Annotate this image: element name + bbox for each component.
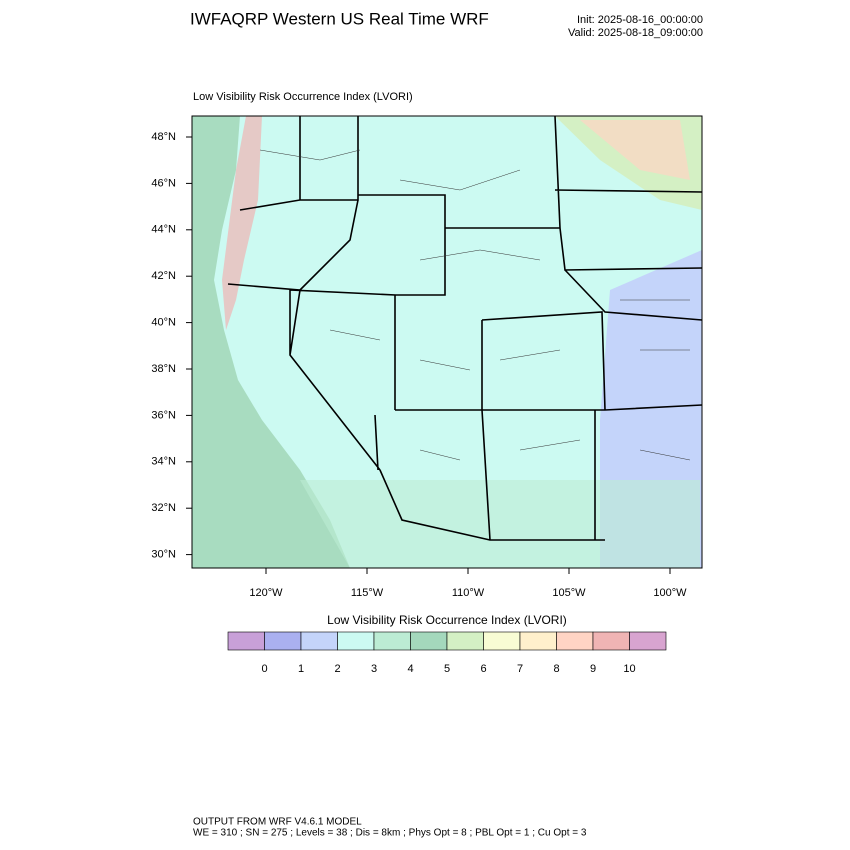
map-frame [191,115,703,569]
colorbar-label: 5 [444,663,450,675]
coast-high [222,116,262,330]
lon-label: 110°W [452,587,485,599]
ocean [192,116,350,568]
map [191,115,703,569]
colorbar-box [410,631,448,651]
lon-label: 100°W [653,587,687,599]
map-title: Low Visibility Risk Occurrence Index (LV… [193,91,413,103]
colorbar-label: 7 [517,663,523,675]
colorbar-label: 10 [623,663,635,675]
lat-label: 38°N [151,363,176,375]
colorbar-label: 6 [480,663,486,675]
colorbar-box [629,631,667,651]
lat-label: 42°N [151,270,176,282]
valid-time: Valid: 2025-08-18_09:00:00 [568,27,703,39]
lat-label: 32°N [151,502,176,514]
colorbar-box [556,631,594,651]
colorbar-label: 3 [371,663,377,675]
colorbar-box [227,631,265,651]
lat-label: 34°N [151,456,176,468]
lat-label: 36°N [151,409,176,421]
south-green [300,480,700,568]
colorbar-box [264,631,302,651]
state-borders [227,115,703,541]
colorbar-box [483,631,521,651]
colorbar-box [300,631,338,651]
plains-warm [580,120,690,180]
lon-label: 115°W [351,587,384,599]
lat-label: 46°N [151,177,176,189]
colorbar-label: 2 [334,663,340,675]
colorbar-box [592,631,630,651]
colorbar-label: 1 [298,663,304,675]
lat-label: 48°N [151,131,176,143]
colorbar-label: 4 [407,663,413,675]
county-lines [259,149,691,461]
lon-label: 120°W [249,587,283,599]
colorbar-box [337,631,375,651]
lon-label: 105°W [552,587,586,599]
colorbar-title: Low Visibility Risk Occurrence Index (LV… [327,613,567,627]
colorbar-label: 9 [590,663,596,675]
lat-label: 44°N [151,224,176,236]
lat-label: 30°N [151,549,176,561]
footer-line: OUTPUT FROM WRF V4.6.1 MODEL [193,817,362,828]
colorbar-label: 8 [553,663,559,675]
colorbar-label: 0 [261,663,267,675]
colorbar-box [446,631,484,651]
init-time: Init: 2025-08-16_00:00:00 [577,14,703,26]
colorbar-box [373,631,411,651]
title: IWFAQRP Western US Real Time WRF [190,9,489,28]
footer-line: WE = 310 ; SN = 275 ; Levels = 38 ; Dis … [193,828,587,839]
colorbar-box [519,631,557,651]
lat-label: 40°N [151,317,176,329]
